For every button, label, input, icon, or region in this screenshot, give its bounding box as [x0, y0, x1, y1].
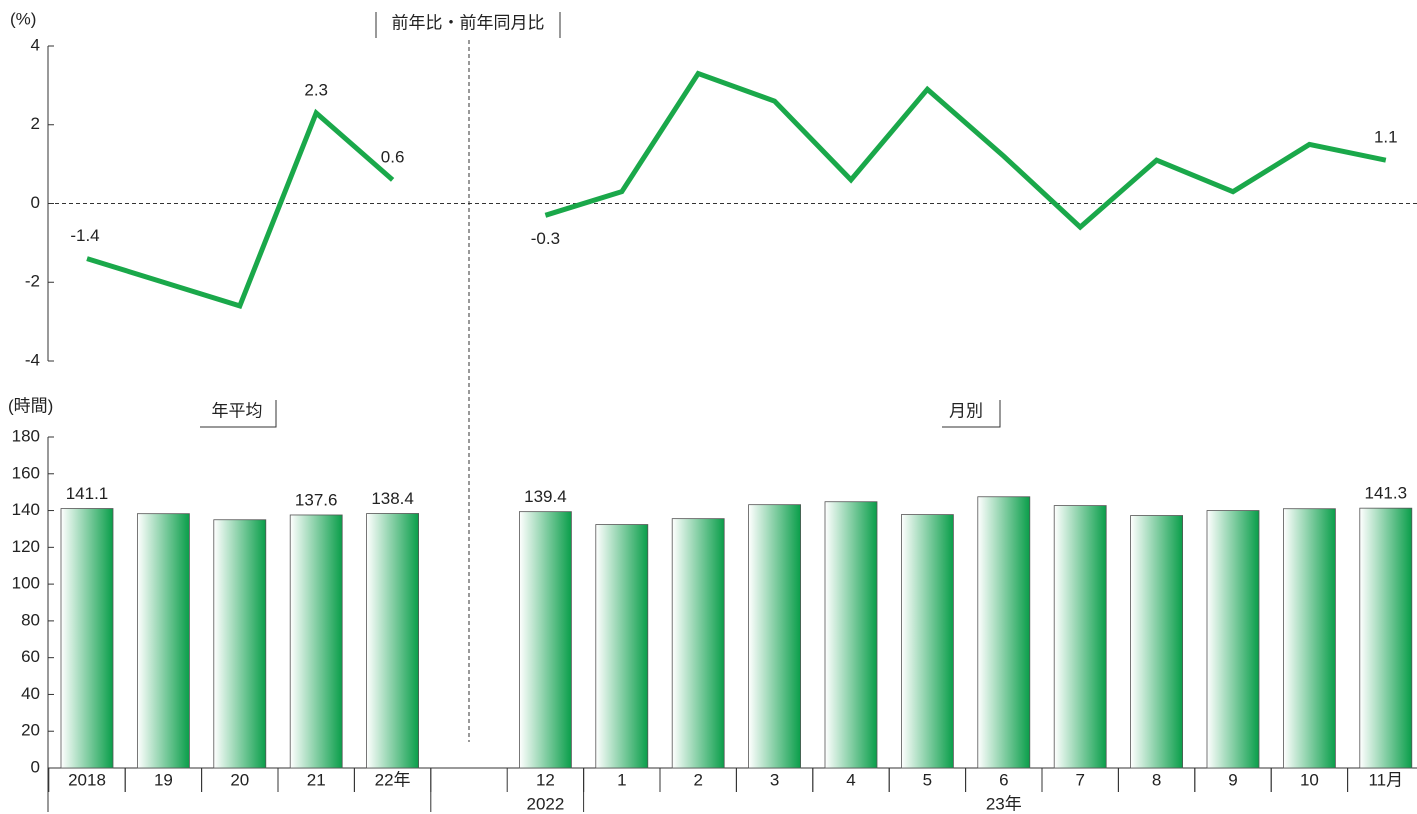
y-tick-label: 80 — [21, 610, 40, 629]
bar — [748, 504, 801, 769]
bar — [519, 511, 572, 769]
bar — [60, 508, 114, 769]
bar — [1283, 508, 1336, 769]
bar — [1359, 507, 1413, 769]
bar — [671, 518, 725, 769]
bar — [1053, 505, 1107, 769]
data-label: -1.4 — [70, 226, 99, 245]
x-tick-label: 20 — [230, 770, 249, 789]
data-label: 139.4 — [524, 487, 567, 506]
x-tick-label: 21 — [307, 770, 326, 789]
x-tick-label: 9 — [1228, 770, 1237, 789]
y-tick-label: 60 — [21, 647, 40, 666]
y-tick-label: 40 — [21, 684, 40, 703]
y-tick-label: 4 — [31, 35, 40, 54]
section-label: 月別 — [949, 401, 983, 420]
x-tick-label: 1 — [617, 770, 626, 789]
bar — [213, 519, 267, 769]
bar — [1130, 515, 1183, 769]
bar — [595, 524, 649, 769]
section-frame — [942, 400, 1001, 428]
y-tick-label: -4 — [25, 350, 40, 369]
y-tick-label: 100 — [12, 574, 40, 593]
bar — [824, 501, 878, 769]
bar — [289, 514, 343, 769]
x-tick-label: 4 — [846, 770, 855, 789]
section-label: 年平均 — [212, 401, 263, 420]
x-tick-label: 11月 — [1368, 770, 1403, 789]
bar — [136, 513, 190, 769]
bar — [901, 514, 954, 769]
x-tick-label: 6 — [999, 770, 1008, 789]
y-tick-label: 160 — [12, 463, 40, 482]
x-tick-label: 19 — [154, 770, 173, 789]
x-tick-label: 10 — [1300, 770, 1319, 789]
data-label: 2.3 — [304, 80, 328, 99]
data-label: 141.3 — [1365, 484, 1408, 503]
y-tick-label: 0 — [31, 757, 40, 776]
y-tick-label: 120 — [12, 537, 40, 556]
title-frame — [375, 12, 561, 38]
chart-title: 前年比・前年同月比 — [392, 13, 545, 32]
x-tick-label: 8 — [1152, 770, 1161, 789]
x-tick-label: 22年 — [375, 770, 411, 789]
data-label: 141.1 — [66, 484, 109, 503]
data-label: 138.4 — [371, 489, 414, 508]
y-tick-label: 0 — [31, 193, 40, 212]
data-label: -0.3 — [531, 229, 560, 248]
data-label: 0.6 — [381, 147, 405, 166]
bar — [977, 496, 1031, 769]
bar — [1206, 510, 1260, 769]
data-label: 137.6 — [295, 490, 338, 509]
data-label: 1.1 — [1374, 128, 1398, 147]
x-tick-label: 7 — [1075, 770, 1084, 789]
line-series — [86, 70, 1387, 309]
x-tick-label: 2018 — [68, 770, 106, 789]
x-tick-label: 2 — [693, 770, 702, 789]
x-tick-label: 3 — [770, 770, 779, 789]
y-tick-label: 20 — [21, 721, 40, 740]
group-label: 23年 — [986, 794, 1022, 813]
x-tick-label: 5 — [923, 770, 932, 789]
bar — [366, 513, 420, 769]
y-tick-label: 140 — [12, 500, 40, 519]
group-label: 2022 — [526, 794, 564, 813]
y-tick-label: 2 — [31, 114, 40, 133]
y-axis-label: (時間) — [8, 396, 53, 415]
y-tick-label: -2 — [25, 272, 40, 291]
x-tick-label: 12 — [536, 770, 555, 789]
section-frame — [200, 400, 277, 428]
y-axis-label: (%) — [10, 9, 36, 28]
y-tick-label: 180 — [12, 426, 40, 445]
